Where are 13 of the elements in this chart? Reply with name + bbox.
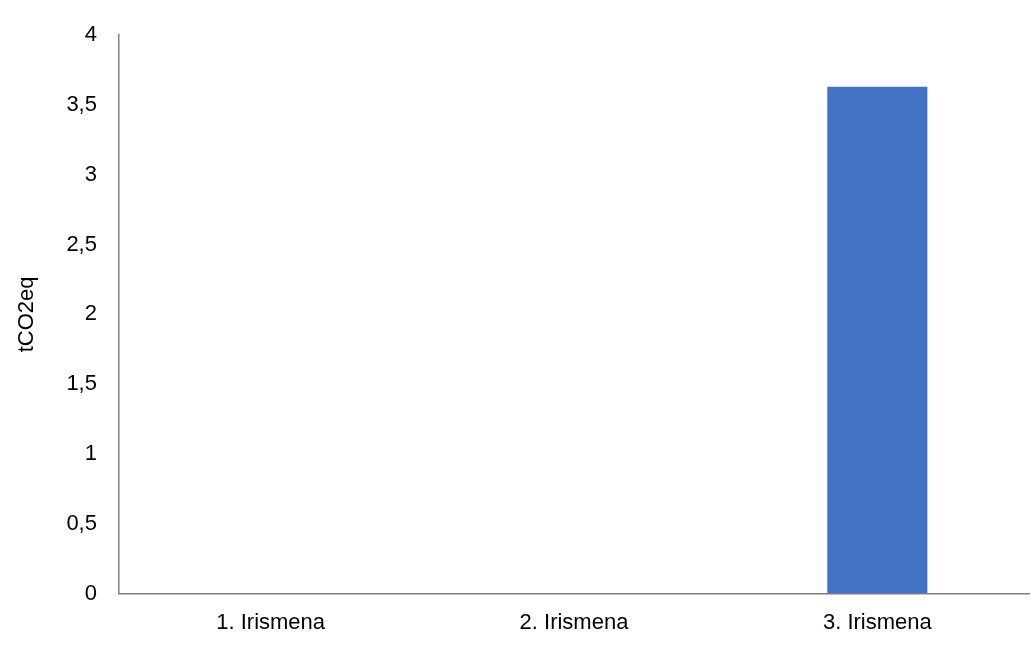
y-tick-label: 1 [84,440,97,466]
y-tick-label: 3,5 [66,91,97,117]
x-tick-label: 2. Irismena [519,608,630,634]
y-tick-label: 4 [84,21,97,47]
x-tick-label: 3. Irismena [822,608,933,634]
y-tick-label: 2,5 [66,230,97,256]
y-tick-label: 0 [84,579,97,605]
y-axis-title: tCO2eq [13,276,39,353]
y-tick-label: 0,5 [66,509,97,535]
y-tick-label: 2 [84,300,97,326]
x-tick-label: 1. Irismena [216,608,326,634]
y-tick-label: 3 [84,160,97,186]
y-tick-label: 1,5 [66,370,97,396]
